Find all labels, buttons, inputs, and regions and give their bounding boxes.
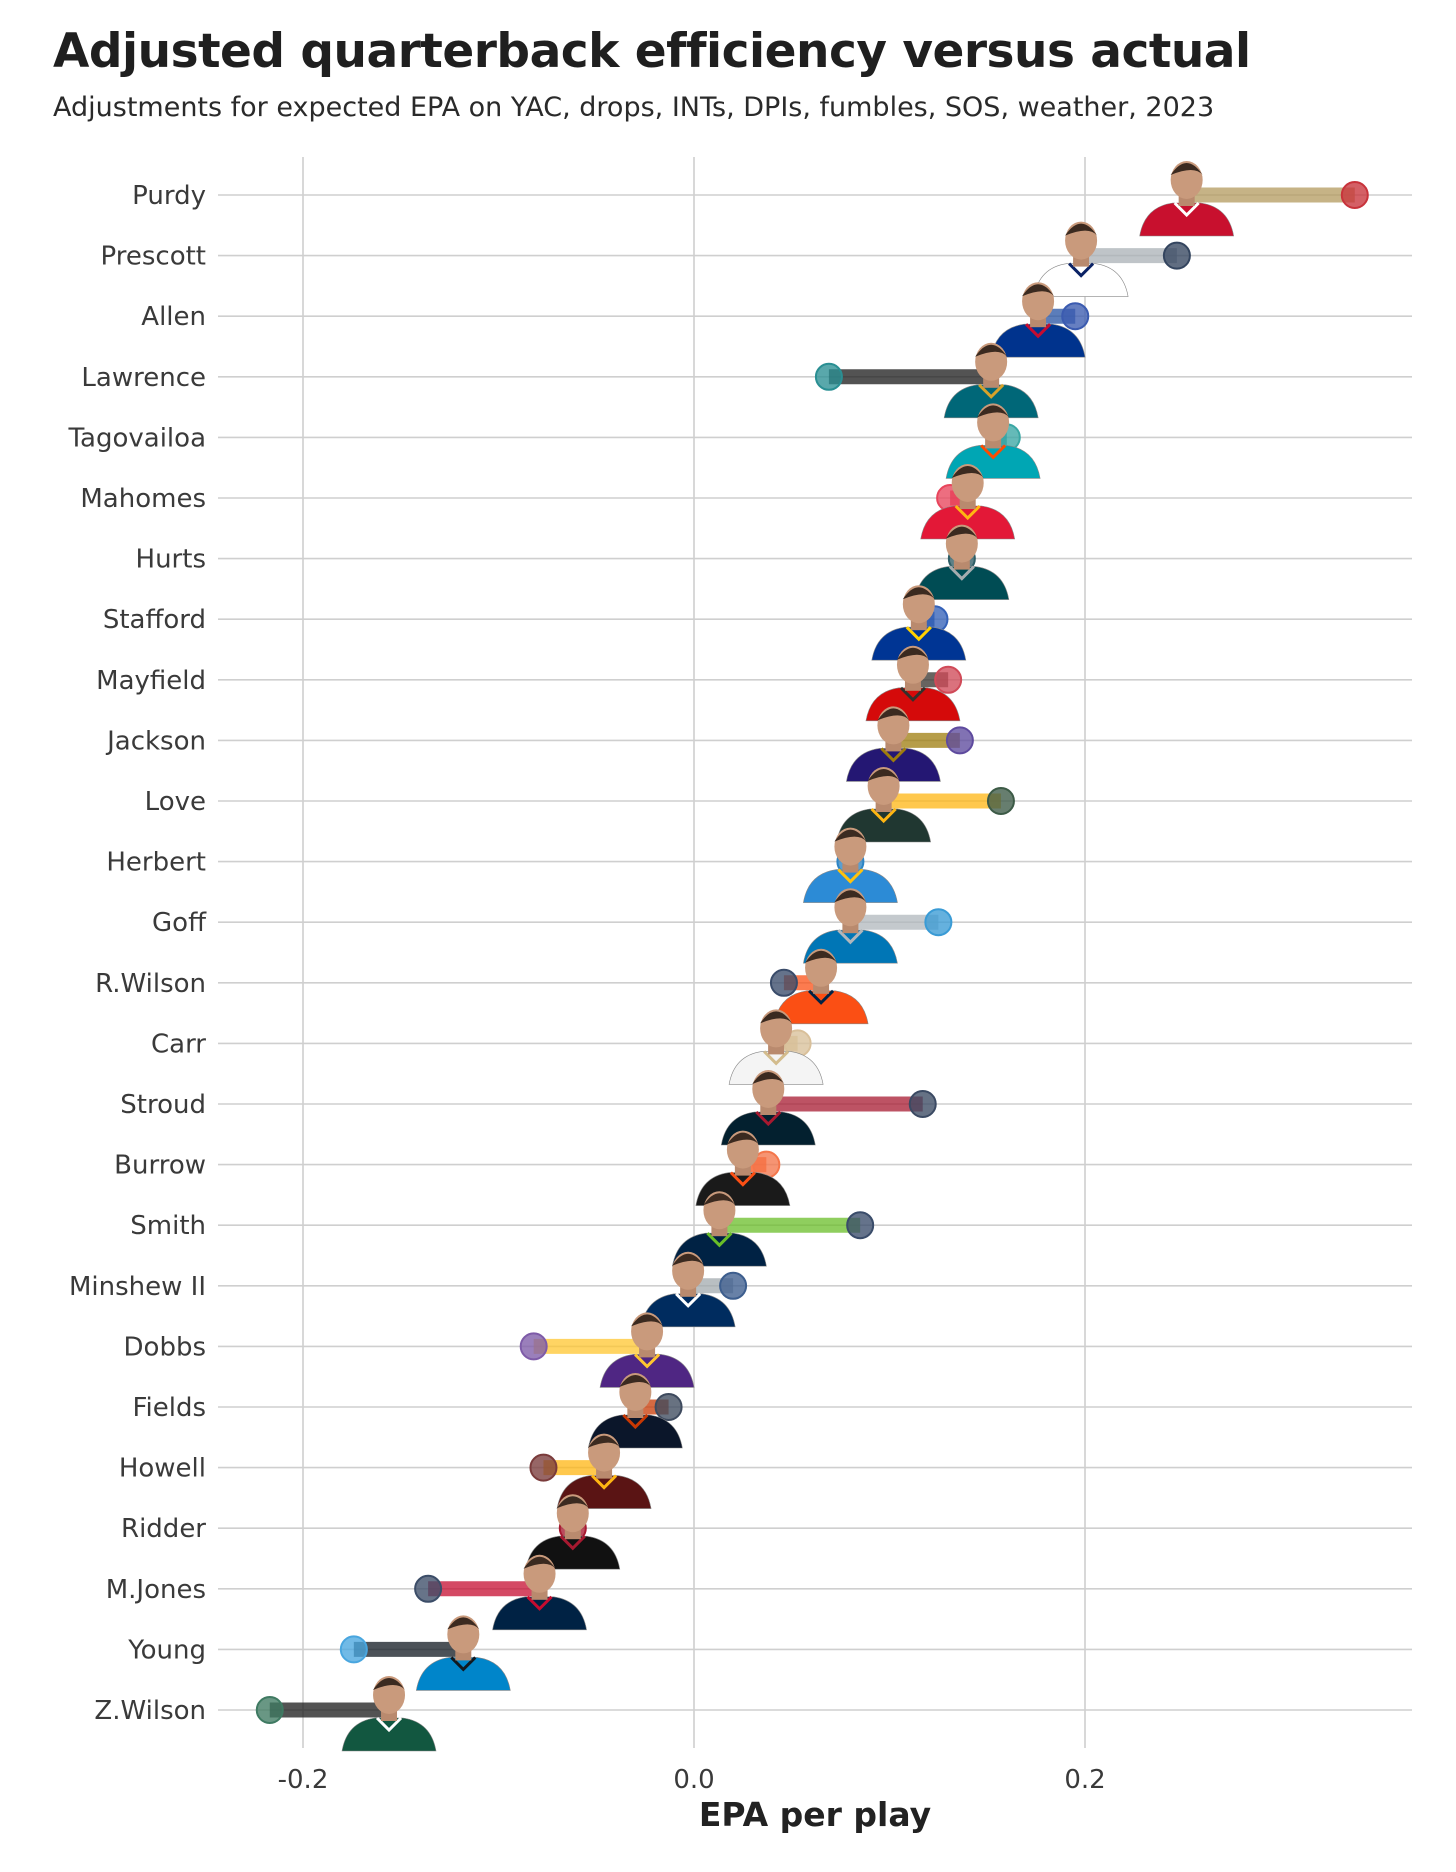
player-label: Carr xyxy=(151,1029,206,1059)
player-label: Ridder xyxy=(121,1514,206,1544)
x-tick-label: 0.2 xyxy=(1064,1765,1105,1795)
actual-epa-dot xyxy=(769,968,798,997)
player-headshot-icon xyxy=(1033,221,1129,297)
player-label: Jackson xyxy=(105,726,206,756)
actual-epa-dot xyxy=(814,362,843,391)
actual-epa-dot xyxy=(529,1453,558,1482)
actual-epa-dot xyxy=(1061,302,1090,331)
player-label: Prescott xyxy=(101,242,206,272)
player-row-m-jones: M.Jones xyxy=(106,1554,587,1631)
x-tick-label: -0.2 xyxy=(278,1765,329,1795)
player-headshot-icon xyxy=(920,464,1016,540)
player-label: Dobbs xyxy=(124,1332,206,1362)
player-label: Minshew II xyxy=(69,1272,206,1302)
actual-epa-dot xyxy=(924,908,953,937)
actual-epa-dot xyxy=(414,1574,443,1603)
player-label: Burrow xyxy=(114,1151,206,1181)
x-tick-label: 0.0 xyxy=(673,1765,714,1795)
player-headshot-icon xyxy=(990,282,1086,358)
player-row-burrow: Burrow xyxy=(114,1130,791,1206)
player-label: Purdy xyxy=(132,181,206,211)
actual-epa-dot xyxy=(339,1635,368,1664)
player-label: Love xyxy=(145,787,206,817)
player-label: Fields xyxy=(132,1393,206,1423)
player-label: Hurts xyxy=(136,545,206,575)
actual-epa-dot xyxy=(1162,241,1191,270)
actual-epa-dot xyxy=(654,1393,683,1421)
actual-epa-dot xyxy=(908,1090,937,1118)
player-headshot-icon xyxy=(773,948,869,1025)
player-headshot-icon xyxy=(640,1251,736,1328)
player-label: Mayfield xyxy=(96,666,206,696)
player-row-purdy: Purdy xyxy=(132,161,1369,237)
actual-epa-dot xyxy=(945,726,974,755)
x-axis-label: EPA per play xyxy=(699,1795,931,1834)
player-row-minshew-ii: Minshew II xyxy=(69,1251,748,1328)
player-label: Howell xyxy=(119,1454,206,1484)
player-headshot-icon xyxy=(871,585,967,661)
player-headshot-icon xyxy=(728,1009,824,1085)
chart-subtitle: Adjustments for expected EPA on YAC, dro… xyxy=(53,92,1215,123)
player-headshot-icon xyxy=(943,342,1039,419)
actual-epa-dot xyxy=(255,1696,284,1724)
actual-epa-dot xyxy=(986,787,1015,815)
actual-epa-dot xyxy=(1340,181,1369,209)
player-row-carr: Carr xyxy=(151,1009,824,1085)
player-headshot-icon xyxy=(836,767,931,843)
player-label: Mahomes xyxy=(80,484,206,514)
player-label: Young xyxy=(127,1635,206,1665)
player-label: Lawrence xyxy=(81,363,206,393)
player-row-young: Young xyxy=(127,1615,511,1691)
player-label: Allen xyxy=(141,302,206,332)
player-row-herbert: Herbert xyxy=(106,827,898,903)
player-row-r-wilson: R.Wilson xyxy=(95,948,869,1025)
player-row-dobbs: Dobbs xyxy=(124,1312,695,1388)
player-label: Tagovailoa xyxy=(67,423,206,453)
player-row-mayfield: Mayfield xyxy=(96,645,963,722)
player-label: R.Wilson xyxy=(95,969,206,999)
player-label: M.Jones xyxy=(106,1575,206,1605)
player-headshot-icon xyxy=(1139,161,1235,237)
player-headshot-icon xyxy=(945,403,1041,479)
player-row-jackson: Jackson xyxy=(105,706,974,782)
player-label: Goff xyxy=(152,908,207,938)
actual-epa-dot xyxy=(719,1271,748,1300)
player-headshot-icon xyxy=(415,1615,511,1691)
player-label: Z.Wilson xyxy=(94,1696,206,1726)
player-headshot-icon xyxy=(803,827,898,903)
actual-epa-dot xyxy=(519,1332,548,1361)
x-axis: -0.2 0.0 0.2 xyxy=(278,1765,1106,1795)
player-row-lawrence: Lawrence xyxy=(81,342,1039,419)
player-row-love: Love xyxy=(145,767,1015,843)
player-row-z-wilson: Z.Wilson xyxy=(94,1676,437,1752)
player-row-prescott: Prescott xyxy=(101,221,1191,297)
player-row-allen: Allen xyxy=(141,282,1090,358)
chart-title: Adjusted quarterback efficiency versus a… xyxy=(53,24,1251,79)
player-label: Smith xyxy=(130,1211,206,1241)
player-headshot-icon xyxy=(846,706,941,782)
player-label: Stafford xyxy=(103,605,206,635)
actual-epa-dot xyxy=(846,1211,875,1240)
actual-epa-dot xyxy=(934,665,963,694)
player-row-tagovailoa: Tagovailoa xyxy=(67,403,1041,479)
player-label: Herbert xyxy=(106,848,206,878)
player-headshot-icon xyxy=(914,524,1010,600)
player-label: Stroud xyxy=(120,1090,206,1120)
player-headshot-icon xyxy=(341,1676,437,1752)
player-row-stafford: Stafford xyxy=(103,585,967,661)
player-rows: Purdy Prescott Allen Lawrence Tagovailoa Maho… xyxy=(67,161,1369,1752)
player-headshot-icon xyxy=(492,1554,587,1631)
player-row-mahomes: Mahomes xyxy=(80,464,1016,540)
player-row-hurts: Hurts xyxy=(136,524,1010,600)
